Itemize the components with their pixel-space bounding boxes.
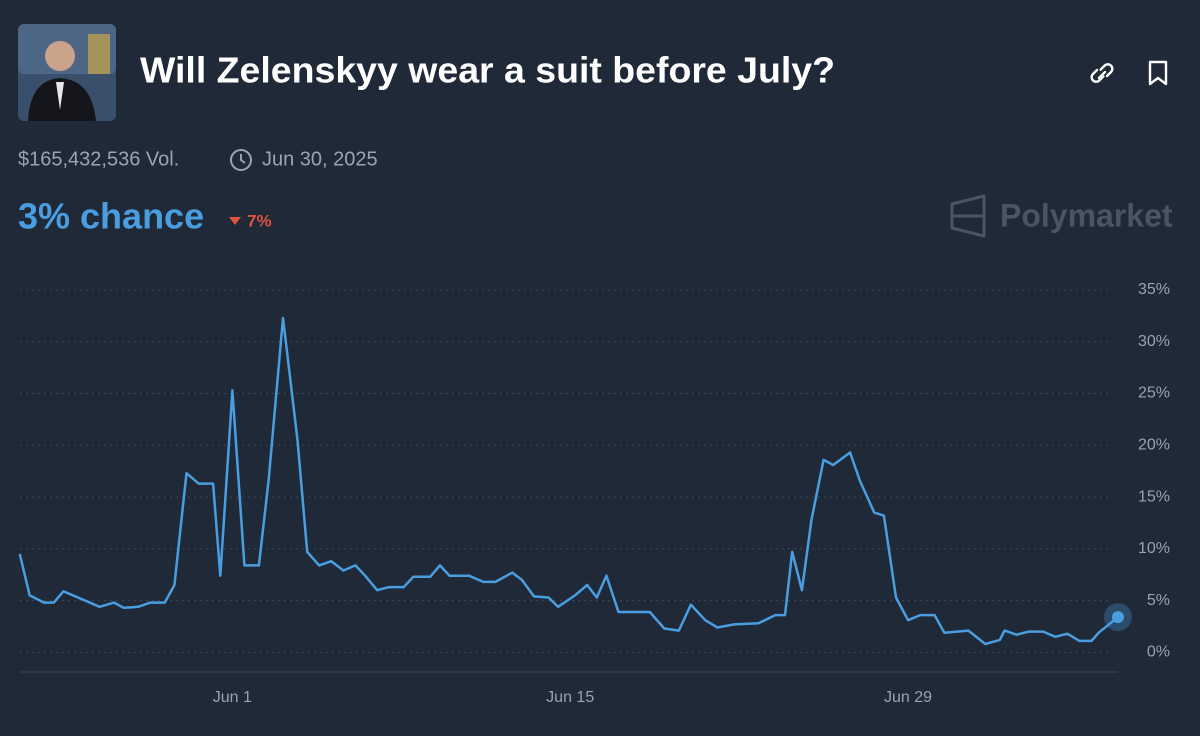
copy-link-button[interactable] [1090, 63, 1114, 83]
y-tick-label: 10% [1138, 540, 1170, 557]
clock-icon [230, 149, 252, 171]
y-tick-label: 25% [1138, 385, 1170, 402]
end-date: Jun 30, 2025 [262, 148, 378, 170]
y-tick-label: 5% [1147, 592, 1170, 609]
y-tick-label: 35% [1138, 281, 1170, 298]
y-tick-label: 30% [1138, 333, 1170, 350]
y-tick-label: 20% [1138, 437, 1170, 454]
x-tick-label: Jun 15 [546, 689, 594, 706]
x-tick-label: Jun 1 [213, 689, 252, 706]
market-title: Will Zelenskyy wear a suit before July? [140, 50, 835, 91]
x-tick-label: Jun 29 [884, 689, 932, 706]
y-tick-label: 15% [1138, 488, 1170, 505]
volume: $165,432,536 Vol. [18, 148, 179, 170]
price-chart: 0% 5% 10% 15% 20% 25% 30% 35% Jun 1 Jun 15 Jun 29 [18, 281, 1170, 706]
down-arrow [229, 217, 241, 225]
price-line [18, 316, 1120, 646]
market-thumbnail [18, 24, 116, 121]
chance: 3% chance [18, 196, 204, 237]
y-tick-label: 0% [1147, 644, 1170, 661]
brand-name: Polymarket [1000, 197, 1173, 233]
change: 7% [247, 211, 272, 230]
brand-logo [950, 194, 986, 238]
last-point [1112, 611, 1124, 624]
bookmark-button[interactable] [1148, 60, 1168, 86]
